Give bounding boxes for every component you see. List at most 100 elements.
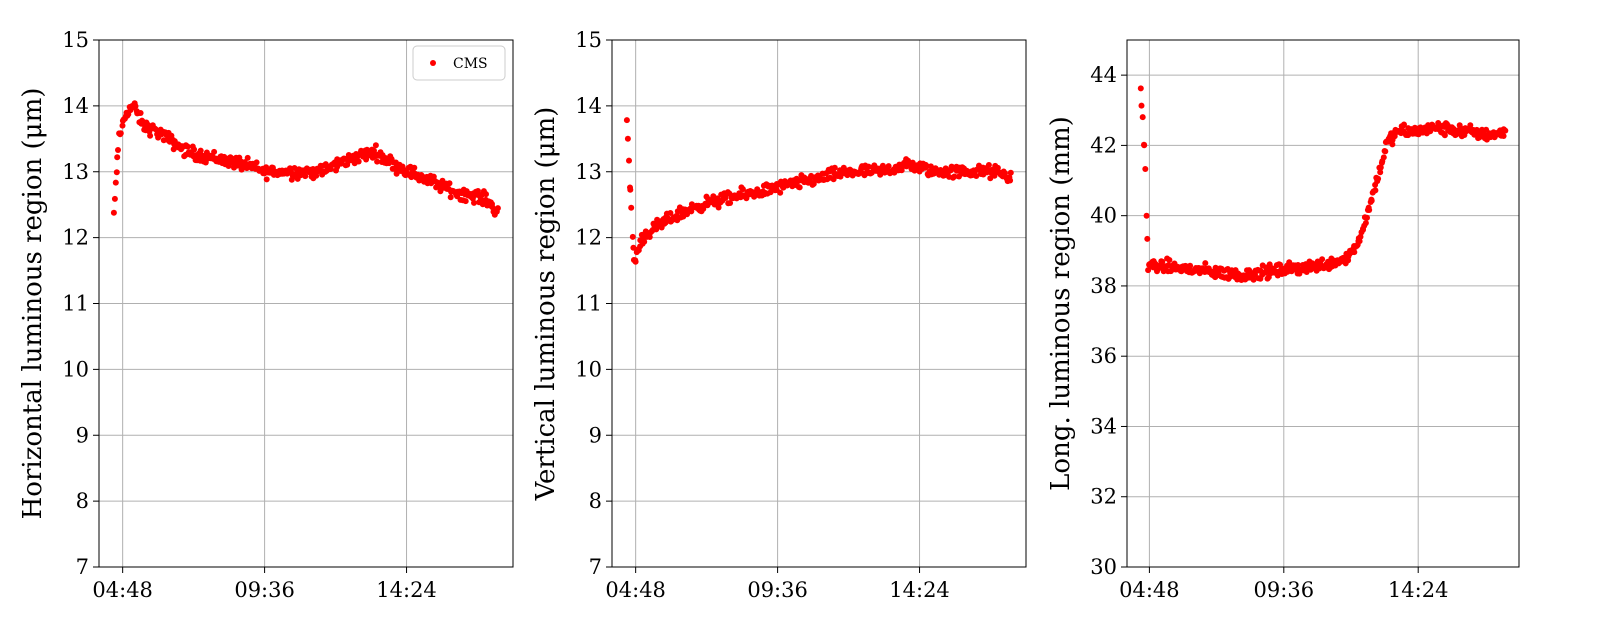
data-point — [184, 143, 191, 150]
data-point — [110, 209, 117, 216]
x-tick-label: 04:48 — [1119, 578, 1180, 602]
data-point — [197, 147, 204, 154]
data-point — [117, 130, 124, 137]
chart-panel-2: 7 8 9 10 11 12 13 14 15 04:48 09:36 14:24 Vertical l… — [531, 28, 1027, 602]
y-tick-label: 9 — [76, 423, 89, 447]
data-point — [1295, 262, 1301, 268]
y-tick-label: 11 — [575, 292, 602, 316]
data-point — [973, 173, 980, 179]
y-tick-label: 36 — [1090, 344, 1117, 368]
data-point — [1372, 187, 1379, 194]
data-point — [430, 173, 437, 180]
data-point — [494, 205, 501, 212]
x-tick-label: 04:48 — [92, 578, 153, 602]
data-point — [191, 146, 198, 153]
x-tick-label: 14:24 — [376, 578, 437, 602]
y-tick-label: 42 — [1090, 133, 1117, 157]
y-tick-label: 40 — [1090, 204, 1117, 228]
x-tick-label: 14:24 — [1388, 578, 1449, 602]
data-point — [1145, 267, 1152, 274]
data-point — [956, 173, 962, 180]
data-point — [688, 208, 695, 215]
data-point — [1380, 154, 1387, 161]
data-point — [1375, 175, 1382, 182]
data-point — [374, 158, 381, 165]
data-point — [1500, 133, 1507, 139]
data-point — [114, 154, 121, 161]
data-point — [1382, 148, 1389, 155]
y-tick-label: 8 — [589, 489, 602, 513]
x-tick-label: 09:36 — [747, 578, 808, 602]
data-point — [1456, 122, 1463, 129]
data-point — [411, 164, 418, 171]
data-point — [642, 228, 649, 235]
data-point — [132, 103, 139, 110]
data-point — [831, 164, 838, 171]
y-tick-label: 30 — [1090, 555, 1117, 579]
y-tick-label: 13 — [575, 160, 602, 184]
data-point — [1427, 128, 1434, 135]
data-point — [951, 173, 958, 180]
y-tick-label: 10 — [575, 357, 602, 381]
data-point — [1389, 141, 1396, 148]
data-point — [628, 204, 635, 211]
y-tick-label: 15 — [575, 28, 602, 52]
y-tick-label: 13 — [62, 160, 89, 184]
data-point — [1142, 166, 1149, 172]
data-point — [1366, 207, 1373, 213]
data-point — [447, 194, 454, 201]
data-point — [626, 157, 632, 164]
y-tick-label: 7 — [589, 555, 602, 579]
data-point — [1137, 85, 1144, 92]
data-point — [1187, 262, 1194, 269]
data-point — [147, 132, 154, 139]
data-point — [1377, 164, 1384, 171]
data-point — [113, 169, 120, 176]
y-axis-title: Long. luminous region (mm) — [1046, 116, 1076, 491]
data-point — [253, 159, 260, 166]
data-point — [475, 188, 481, 194]
data-point — [302, 173, 309, 180]
y-tick-label: 11 — [62, 292, 89, 316]
data-point — [462, 198, 469, 205]
data-point — [630, 244, 637, 251]
data-point — [796, 184, 803, 191]
data-point — [1144, 235, 1151, 242]
data-point — [1364, 214, 1370, 221]
data-point — [1362, 220, 1369, 226]
data-point — [263, 176, 270, 183]
data-point — [727, 200, 734, 206]
legend: CMS — [412, 45, 506, 81]
y-tick-label: 15 — [62, 28, 89, 52]
data-point — [1138, 102, 1145, 109]
y-tick-label: 12 — [62, 226, 89, 250]
data-point — [739, 186, 746, 193]
y-tick-label: 9 — [589, 423, 602, 447]
data-point — [1391, 133, 1398, 140]
y-axis-title: Vertical luminous region (μm) — [531, 107, 561, 502]
x-tick-label: 14:24 — [889, 578, 950, 602]
data-point — [225, 163, 232, 169]
y-tick-label: 8 — [76, 489, 89, 513]
data-point — [372, 142, 379, 149]
data-point — [1139, 114, 1146, 121]
data-point — [1165, 262, 1172, 269]
data-point — [137, 110, 144, 116]
data-point — [211, 148, 218, 155]
data-point — [446, 180, 453, 187]
y-tick-label: 14 — [575, 94, 602, 118]
x-tick-label: 09:36 — [1254, 578, 1315, 602]
data-point — [1502, 127, 1509, 134]
data-point — [623, 117, 630, 124]
data-point — [1007, 177, 1014, 184]
data-point — [1441, 132, 1448, 139]
data-point — [777, 189, 784, 196]
data-point — [1277, 261, 1284, 268]
data-point — [1368, 197, 1375, 204]
data-point — [244, 154, 251, 161]
data-point — [471, 199, 477, 206]
data-point — [991, 172, 998, 179]
data-point — [1377, 169, 1384, 176]
data-point — [1007, 169, 1014, 176]
data-point — [111, 195, 118, 202]
